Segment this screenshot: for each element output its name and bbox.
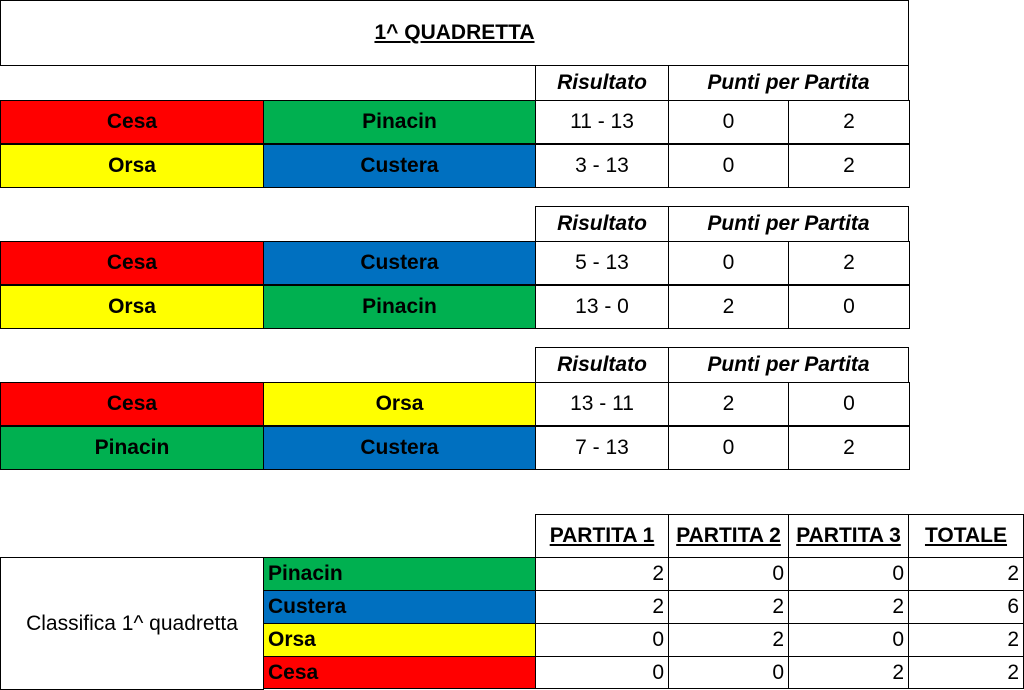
team-cell: Pinacin bbox=[263, 100, 536, 144]
points: 2 bbox=[788, 241, 910, 285]
points: 0 bbox=[668, 143, 789, 188]
standings-value: 2 bbox=[908, 623, 1024, 657]
score: 3 - 13 bbox=[535, 143, 669, 188]
standings-header: PARTITA 1 bbox=[535, 514, 669, 558]
standings-value: 0 bbox=[788, 557, 909, 591]
score: 13 - 0 bbox=[535, 284, 669, 329]
team-cell: Orsa bbox=[0, 143, 264, 188]
standings-team: Pinacin bbox=[263, 557, 536, 591]
points-header: Punti per Partita bbox=[668, 347, 909, 383]
team-cell: Custera bbox=[263, 143, 536, 188]
standings-team: Cesa bbox=[263, 656, 536, 689]
standings-value: 0 bbox=[788, 623, 909, 657]
score: 5 - 13 bbox=[535, 241, 669, 285]
points: 2 bbox=[668, 284, 789, 329]
title: 1^ QUADRETTA bbox=[0, 0, 909, 66]
points: 0 bbox=[668, 241, 789, 285]
standings-value: 0 bbox=[668, 656, 789, 689]
standings-header: PARTITA 2 bbox=[668, 514, 789, 558]
result-header: Risultato bbox=[535, 347, 669, 383]
points: 2 bbox=[788, 425, 910, 470]
result-header: Risultato bbox=[535, 206, 669, 242]
score: 11 - 13 bbox=[535, 100, 669, 144]
points: 0 bbox=[668, 425, 789, 470]
score: 13 - 11 bbox=[535, 382, 669, 426]
standings-team: Custera bbox=[263, 590, 536, 624]
standings-value: 2 bbox=[668, 590, 789, 624]
team-cell: Custera bbox=[263, 241, 536, 285]
standings-value: 0 bbox=[668, 557, 789, 591]
standings-team: Orsa bbox=[263, 623, 536, 657]
standings-value: 2 bbox=[668, 623, 789, 657]
points: 2 bbox=[788, 143, 910, 188]
points-header: Punti per Partita bbox=[668, 206, 909, 242]
team-cell: Orsa bbox=[263, 382, 536, 426]
standings-value: 6 bbox=[908, 590, 1024, 624]
standings-value: 0 bbox=[535, 656, 669, 689]
team-cell: Cesa bbox=[0, 241, 264, 285]
standings-value: 2 bbox=[535, 590, 669, 624]
points-header: Punti per Partita bbox=[668, 65, 909, 101]
team-cell: Custera bbox=[263, 425, 536, 470]
standings-value: 0 bbox=[535, 623, 669, 657]
standings-value: 2 bbox=[788, 590, 909, 624]
result-header: Risultato bbox=[535, 65, 669, 101]
standings-header: PARTITA 3 bbox=[788, 514, 909, 558]
standings-value: 2 bbox=[908, 557, 1024, 591]
points: 2 bbox=[668, 382, 789, 426]
team-cell: Pinacin bbox=[0, 425, 264, 470]
points: 0 bbox=[788, 382, 910, 426]
points: 0 bbox=[668, 100, 789, 144]
score: 7 - 13 bbox=[535, 425, 669, 470]
team-cell: Cesa bbox=[0, 382, 264, 426]
points: 0 bbox=[788, 284, 910, 329]
standings-value: 2 bbox=[908, 656, 1024, 689]
team-cell: Cesa bbox=[0, 100, 264, 144]
standings-header: TOTALE bbox=[908, 514, 1024, 558]
points: 2 bbox=[788, 100, 910, 144]
team-cell: Orsa bbox=[0, 284, 264, 329]
standings-value: 2 bbox=[788, 656, 909, 689]
standings-value: 2 bbox=[535, 557, 669, 591]
standings-label: Classifica 1^ quadretta bbox=[0, 557, 264, 690]
team-cell: Pinacin bbox=[263, 284, 536, 329]
